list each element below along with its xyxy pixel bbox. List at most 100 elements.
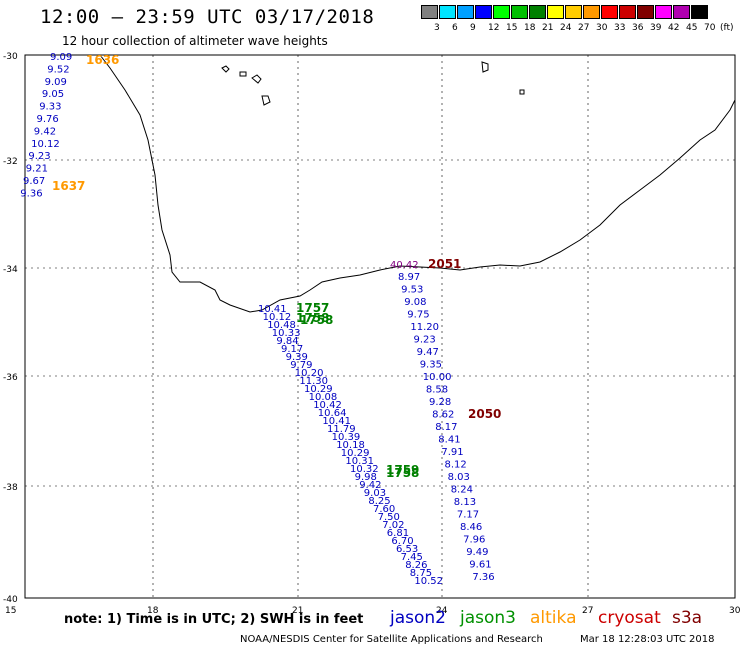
axis-tick-labels: 15 18 21 24 27 30 -30 -32 -34 -36 -38 -40: [3, 52, 740, 616]
pass-time-label: 1759: [386, 463, 419, 477]
legend-entry-s3a: s3a: [672, 608, 703, 628]
color-scale-swatch: [457, 5, 474, 19]
pass-time-label: 1637: [52, 179, 85, 193]
wave-height-value: 7.02: [382, 520, 404, 531]
wave-height-value: 6.81: [387, 528, 409, 539]
wave-height-value: 10.52: [414, 576, 443, 587]
coastline-islands: [221, 61, 525, 106]
color-scale-swatch: [547, 5, 564, 19]
plot-frame: [24, 54, 736, 599]
wave-height-value: 7.91: [441, 447, 463, 458]
color-scale-label: 70: [704, 23, 716, 33]
pass-time-label: 1758: [386, 466, 419, 480]
wave-height-value: 9.42: [34, 126, 56, 137]
wave-height-value: 9.79: [290, 360, 312, 371]
wave-height-value: 8.46: [460, 522, 482, 533]
color-scale-swatch: [511, 5, 528, 19]
wave-height-value: 9.53: [401, 285, 423, 296]
wave-height-value: 7.60: [373, 504, 395, 515]
coastline-south-africa: [99, 54, 736, 313]
wave-height-value: 10.33: [272, 328, 301, 339]
color-scale-swatch: [583, 5, 600, 19]
color-scale-swatch: [421, 5, 438, 19]
wave-height-value: 8.13: [454, 497, 476, 508]
legend-entry-jason3: jason3: [460, 608, 516, 628]
color-scale-swatch: [439, 5, 456, 19]
wave-height-value: 7.50: [378, 512, 400, 523]
color-scale-swatch: [529, 5, 546, 19]
wave-height-value: 10.64: [318, 408, 347, 419]
color-scale-swatch: [637, 5, 654, 19]
wave-height-value: 9.36: [20, 188, 42, 199]
wave-height-value: 8.17: [435, 422, 457, 433]
wave-height-value: 8.75: [410, 568, 432, 579]
wave-height-value: 9.47: [417, 347, 439, 358]
wave-height-value: 8.26: [405, 560, 427, 571]
wave-height-value: 11.30: [299, 376, 328, 387]
latitude-tick-label: -36: [3, 373, 18, 383]
color-scale-label: 45: [686, 23, 698, 33]
latitude-tick-label: -32: [3, 157, 18, 167]
wave-height-value: 10.12: [263, 312, 292, 323]
wave-height-value: 7.36: [472, 572, 494, 583]
color-scale-swatch: [619, 5, 636, 19]
map-title: 12:00 – 23:59 UTC 03/17/2018: [40, 6, 375, 28]
color-scale-swatch: [691, 5, 708, 19]
latitude-tick-label: -30: [3, 52, 18, 62]
color-scale-label: 27: [578, 23, 590, 33]
color-scale-swatch: [565, 5, 582, 19]
color-scale-label: 33: [614, 23, 626, 33]
wave-height-value: 9.67: [23, 176, 45, 187]
legend-entry-jason2: jason2: [390, 608, 446, 628]
wave-height-value: 11.20: [410, 322, 439, 333]
pass-time-label: 2051: [428, 257, 461, 271]
wave-height-value: 10.18: [336, 440, 365, 451]
wave-height-value: 10.48: [267, 320, 296, 331]
color-scale-swatch: [673, 5, 690, 19]
pass-time-label: 1757: [296, 301, 329, 315]
wave-height-value: 9.03: [364, 488, 386, 499]
pass-time-label: 40.42: [390, 260, 419, 271]
wave-height-value: 9.35: [420, 360, 442, 371]
wave-height-value: 9.17: [281, 344, 303, 355]
latitude-tick-label: -40: [3, 595, 18, 605]
wave-height-value: 8.62: [432, 410, 454, 421]
legend-entry-altika: altika: [530, 608, 577, 628]
wave-height-value: 11.79: [327, 424, 356, 435]
wave-height-value: 10.20: [295, 368, 324, 379]
color-scale-label: 15: [506, 23, 518, 33]
color-scale-swatch: [493, 5, 510, 19]
longitude-tick-label: 24: [436, 606, 448, 616]
wave-height-value: 8.97: [398, 272, 420, 283]
color-scale-label: 36: [632, 23, 644, 33]
color-scale-swatch: [475, 5, 492, 19]
wave-height-value: 8.24: [451, 485, 473, 496]
pass-time-label: 1758: [296, 311, 329, 325]
longitude-tick-label: 15: [5, 606, 16, 616]
pass-time-label: 1758: [300, 313, 333, 327]
color-scale-label: 21: [542, 23, 554, 33]
color-scale-label: 42: [668, 23, 680, 33]
longitude-tick-label: 27: [582, 606, 593, 616]
wave-height-value: 9.75: [407, 310, 429, 321]
pass-time-label: 1636: [86, 53, 119, 67]
latitude-tick-label: -38: [3, 483, 18, 493]
wave-height-value: 9.98: [355, 472, 377, 483]
wave-height-value: 9.28: [429, 397, 451, 408]
wave-height-value: 9.42: [359, 480, 381, 491]
color-scale-label: 9: [470, 23, 476, 33]
color-scale-label: 39: [650, 23, 662, 33]
wave-height-value: 10.42: [313, 400, 342, 411]
wave-height-value: 10.31: [345, 456, 374, 467]
color-scale-swatch: [655, 5, 672, 19]
longitude-tick-label: 18: [147, 606, 159, 616]
wave-height-value: 9.52: [47, 64, 69, 75]
wave-height-value: 9.76: [37, 114, 59, 125]
color-scale-label: 30: [596, 23, 608, 33]
longitude-tick-label: 30: [729, 606, 740, 616]
footer-note: note: 1) Time is in UTC; 2) SWH is in fe…: [64, 612, 364, 627]
wave-height-value: 9.33: [39, 102, 61, 113]
wave-height-value: 8.12: [445, 460, 467, 471]
color-scale-label: 12: [488, 23, 500, 33]
